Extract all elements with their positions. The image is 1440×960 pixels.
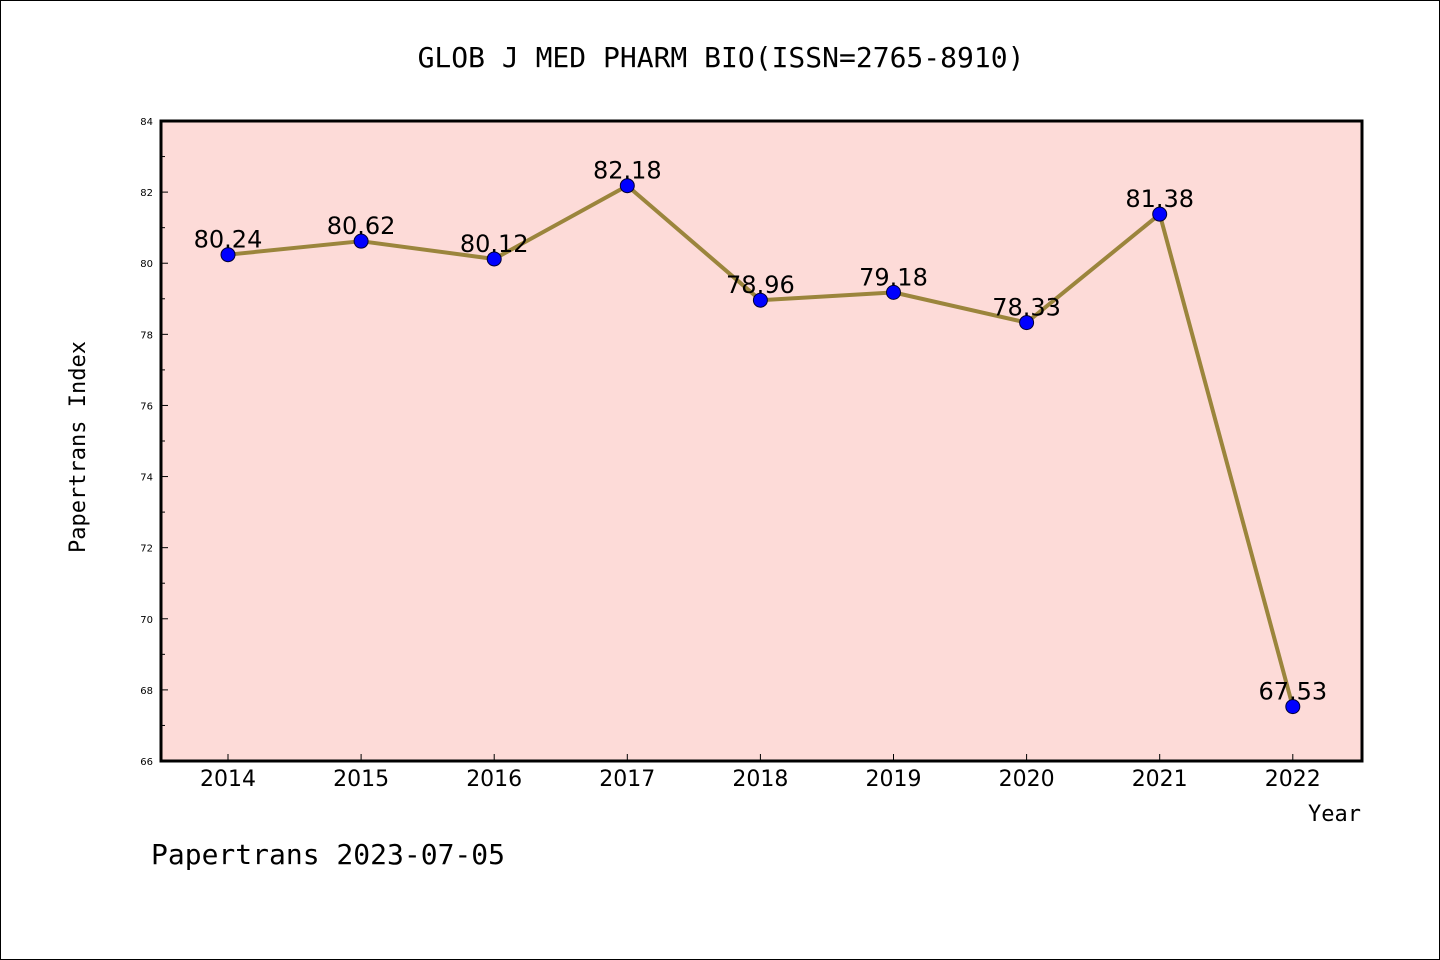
data-point xyxy=(752,292,768,308)
data-label: 78.33 xyxy=(992,294,1061,322)
data-label: 80.62 xyxy=(327,212,396,240)
data-label: 79.18 xyxy=(859,263,928,291)
y-tick-label: 80 xyxy=(140,259,153,270)
data-point xyxy=(1019,315,1035,331)
x-tick-label: 2015 xyxy=(333,767,389,792)
x-tick-label: 2016 xyxy=(466,767,522,792)
data-label: 81.38 xyxy=(1125,185,1194,213)
x-tick-label: 2014 xyxy=(200,767,256,792)
y-tick-label: 78 xyxy=(140,330,153,341)
data-label: 82.18 xyxy=(593,157,662,185)
x-tick-label: 2018 xyxy=(732,767,788,792)
data-point xyxy=(886,284,901,300)
data-label-group: 80.24 80.62 80.12 82.18 78.96 79.18 78.33 81.38… xyxy=(194,157,1328,706)
x-axis-label: Year xyxy=(1308,802,1361,827)
y-tick-label: 74 xyxy=(140,473,153,484)
data-point xyxy=(220,247,236,263)
x-tick-label: 2019 xyxy=(866,767,922,792)
marker-group xyxy=(220,178,1301,715)
footer-date-stamp: Papertrans 2023-07-05 xyxy=(151,838,505,871)
y-tick-label: 68 xyxy=(140,686,153,697)
data-point xyxy=(619,178,635,194)
data-label: 80.12 xyxy=(460,230,529,258)
data-point xyxy=(1152,206,1168,222)
data-point xyxy=(1285,699,1301,715)
y-tick-label: 72 xyxy=(140,544,153,555)
y-tick-label: 82 xyxy=(140,188,153,199)
data-label: 78.96 xyxy=(726,271,795,299)
data-point xyxy=(486,251,502,267)
x-tick-label: 2020 xyxy=(999,767,1055,792)
data-label: 67.53 xyxy=(1258,678,1327,706)
y-tick-label: 84 xyxy=(140,117,153,128)
data-point xyxy=(353,233,369,249)
x-tick-label: 2017 xyxy=(599,767,655,792)
x-axis: 2014 2015 2016 2017 2018 2019 2020 2021 2022 xyxy=(200,754,1321,792)
y-tick-label: 70 xyxy=(140,615,153,626)
y-tick-label: 76 xyxy=(140,401,153,412)
x-tick-label: 2022 xyxy=(1265,767,1321,792)
y-tick-label: 66 xyxy=(140,757,153,768)
plot-border xyxy=(159,119,1364,763)
data-label: 80.24 xyxy=(194,226,263,254)
y-axis-label: Papertrans Index xyxy=(66,341,91,553)
chart-title: GLOB J MED PHARM BIO(ISSN=2765-8910) xyxy=(418,41,1025,74)
x-tick-label: 2021 xyxy=(1132,767,1188,792)
